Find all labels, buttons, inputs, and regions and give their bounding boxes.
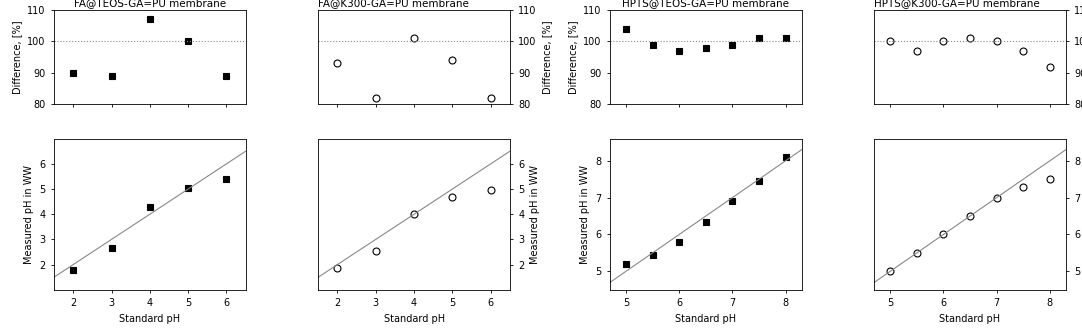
X-axis label: Standard pH: Standard pH xyxy=(939,314,1001,324)
Text: HPTS@K300-GA=PU membrane: HPTS@K300-GA=PU membrane xyxy=(874,0,1040,8)
X-axis label: Standard pH: Standard pH xyxy=(675,314,737,324)
Text: FA@K300-GA=PU membrane: FA@K300-GA=PU membrane xyxy=(318,0,470,8)
Y-axis label: Measured pH in WW: Measured pH in WW xyxy=(24,165,34,264)
Y-axis label: Difference, [%]: Difference, [%] xyxy=(542,20,552,94)
X-axis label: Standard pH: Standard pH xyxy=(119,314,181,324)
Title: FA@TEOS-GA=PU membrane: FA@TEOS-GA=PU membrane xyxy=(74,0,226,8)
Y-axis label: Difference, [%]: Difference, [%] xyxy=(568,20,578,94)
X-axis label: Standard pH: Standard pH xyxy=(383,314,445,324)
Y-axis label: Measured pH in WW: Measured pH in WW xyxy=(530,165,540,264)
Y-axis label: Measured pH in WW: Measured pH in WW xyxy=(580,165,590,264)
Title: HPTS@TEOS-GA=PU membrane: HPTS@TEOS-GA=PU membrane xyxy=(622,0,789,8)
Y-axis label: Difference, [%]: Difference, [%] xyxy=(12,20,22,94)
